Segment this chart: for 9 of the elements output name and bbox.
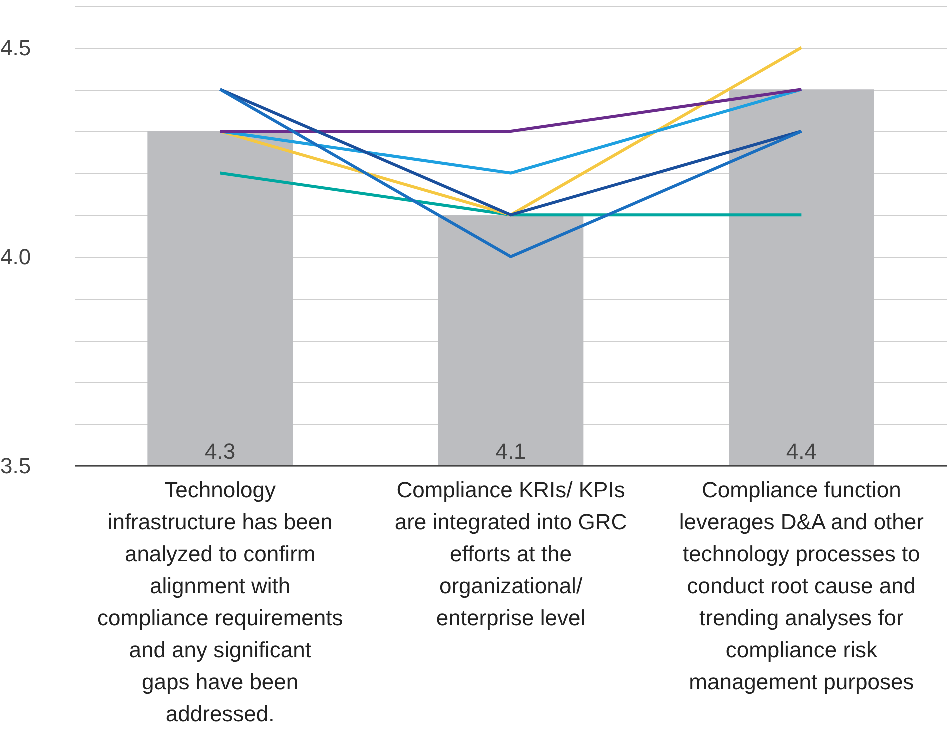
data-label: 4.3 (205, 439, 236, 464)
y-tick-label: 4.5 (0, 35, 32, 60)
x-tick-label: Compliance KRIs/ KPIs are integrated into GRC efforts at the organizational/ enterprise level (394, 478, 628, 630)
y-tick-label: 4.0 (0, 244, 32, 270)
x-tick-label: Compliance function leverages D&A and other technology processes to conduct root cause and trending analyses for compliance risk management purposes (679, 478, 924, 694)
y-tick-label: 3.5 (0, 454, 32, 478)
data-label: 4.4 (786, 439, 817, 464)
data-label: 4.1 (496, 439, 526, 464)
x-tick-label: Technology infrastructure has been analyzed to confirm alignment with compliance requirements and any significant gaps have been addressed. (97, 478, 344, 726)
